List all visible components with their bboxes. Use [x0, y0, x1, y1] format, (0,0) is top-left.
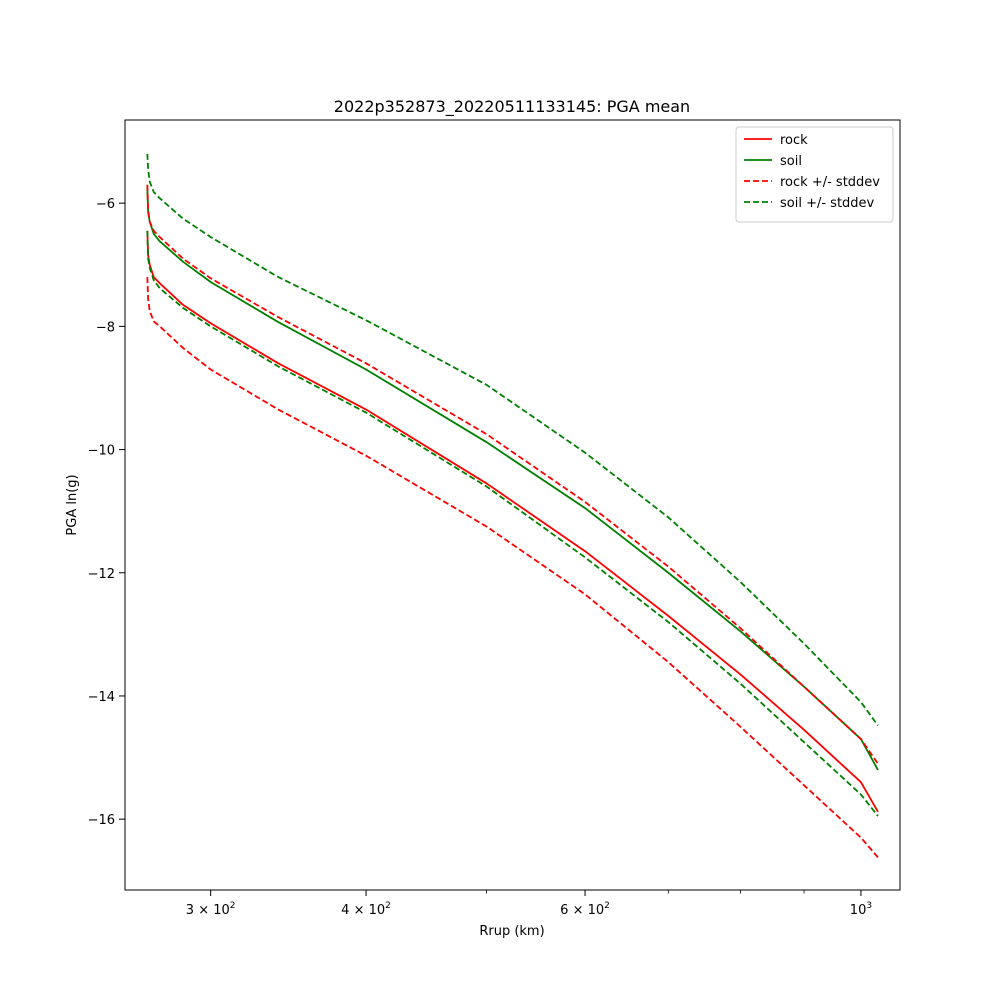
y-tick-label: −16	[88, 813, 115, 828]
y-tick-label: −10	[88, 444, 115, 459]
x-tick-label: 4 × 102	[341, 901, 391, 918]
legend-label: soil +/- stddev	[780, 196, 875, 211]
y-tick-label: −14	[88, 690, 115, 705]
y-tick-label: −6	[96, 197, 115, 212]
chart-title: 2022p352873_20220511133145: PGA mean	[334, 97, 690, 117]
legend-label: soil	[780, 154, 802, 169]
legend-box	[735, 126, 894, 223]
legend-label: rock	[780, 133, 808, 148]
plot-lines	[146, 153, 879, 858]
series-line-3	[146, 277, 879, 858]
x-axis: 3 × 102 4 × 102 6 × 102 103	[186, 890, 872, 918]
y-axis-label: PGA ln(g)	[65, 474, 80, 535]
series-line-0	[146, 230, 879, 813]
y-axis: −16 −14 −12 −10 −8 −6	[88, 197, 125, 828]
x-tick-label: 3 × 102	[186, 901, 236, 918]
series-line-4	[146, 153, 879, 727]
y-tick-label: −8	[96, 320, 115, 335]
series-line-1	[146, 187, 879, 771]
x-tick-label: 6 × 102	[560, 901, 610, 918]
legend: rock soil rock +/- stddev soil +/- stddev	[735, 126, 894, 223]
legend-label: rock +/- stddev	[780, 175, 880, 190]
x-axis-label: Rrup (km)	[479, 924, 544, 939]
series-line-2	[146, 184, 879, 765]
y-tick-label: −12	[88, 567, 115, 582]
plot-frame	[124, 119, 901, 891]
